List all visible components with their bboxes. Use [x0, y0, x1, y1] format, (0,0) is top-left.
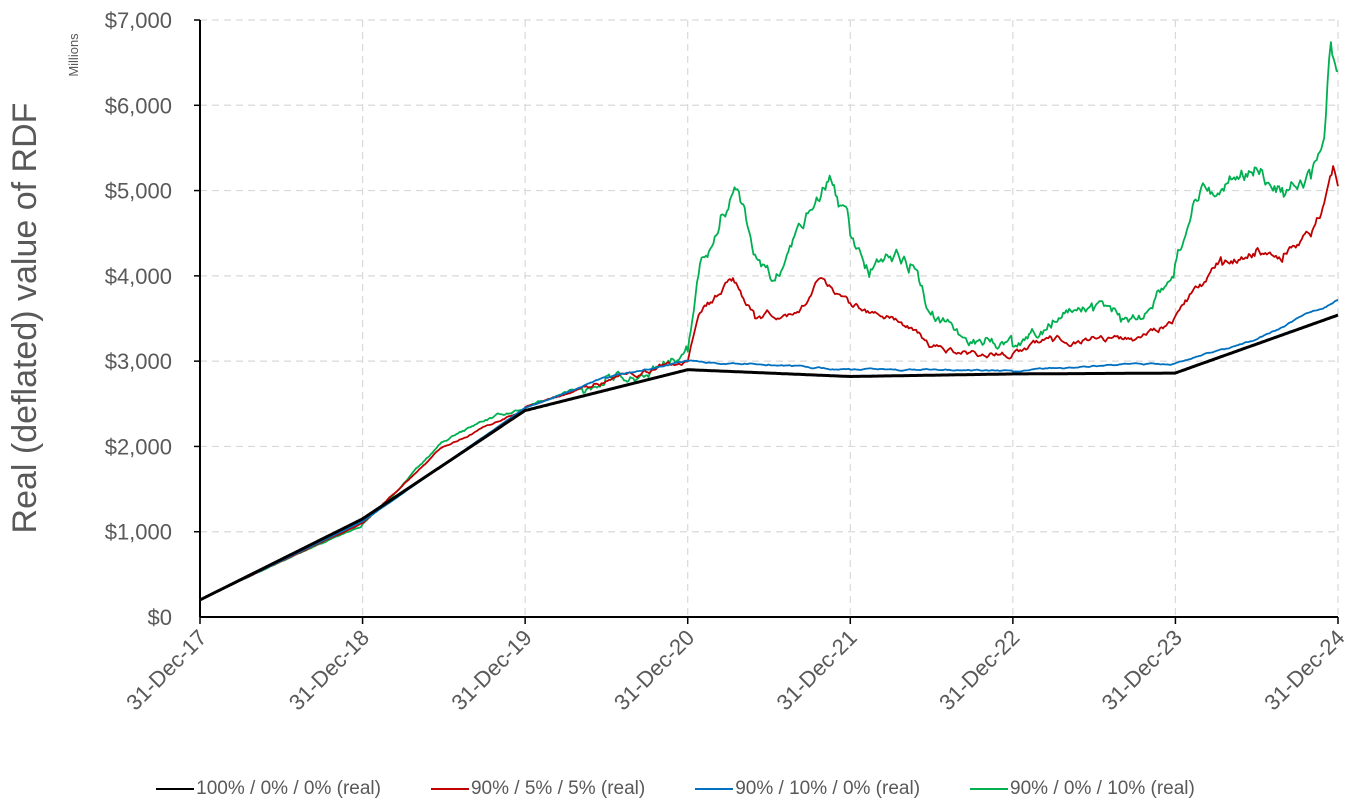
legend-swatch	[695, 788, 734, 790]
legend-item: 90% / 0% / 10% (real)	[970, 774, 1195, 804]
x-tick-labels: 31-Dec-17 31-Dec-18 31-Dec-19 31-Dec-20 31-D…	[121, 625, 1349, 715]
legend-label: 100% / 0% / 0% (real)	[196, 778, 381, 799]
x-tick-label: 31-Dec-23	[1097, 625, 1187, 715]
chart-legend: 100% / 0% / 0% (real) 90% / 5% / 5% (real…	[0, 774, 1351, 804]
series-line-0	[199, 313, 1339, 602]
series-line-2	[199, 298, 1339, 601]
y-tick-label: $4,000	[105, 264, 172, 289]
x-tick-label: 31-Dec-21	[772, 625, 862, 715]
legend-item: 90% / 5% / 5% (real)	[430, 774, 646, 804]
legend-swatch	[430, 788, 469, 790]
x-tick-label: 31-Dec-20	[609, 625, 699, 715]
y-tick-labels: $0 $1,000 $2,000 $3,000 $4,000 $5,000 $6,000 $7…	[105, 8, 172, 630]
legend-label: 90% / 0% / 10% (real)	[1010, 778, 1195, 799]
legend-item: 90% / 10% / 0% (real)	[695, 774, 920, 804]
x-tick-label: 31-Dec-18	[284, 625, 374, 715]
y-axis-label: Real (deflated) value of RDF	[6, 103, 44, 534]
x-tick-label: 31-Dec-22	[934, 625, 1024, 715]
y-tick-label: $6,000	[105, 93, 172, 118]
series-lines	[199, 41, 1339, 602]
axes	[194, 19, 1339, 624]
y-tick-label: $0	[148, 605, 172, 630]
legend-item: 100% / 0% / 0% (real)	[156, 774, 381, 804]
y-tick-label: $7,000	[105, 8, 172, 33]
y-tick-label: $5,000	[105, 179, 172, 204]
y-tick-label: $2,000	[105, 434, 172, 459]
x-tick-label: 31-Dec-17	[121, 625, 211, 715]
x-tick-label: 31-Dec-19	[446, 625, 536, 715]
y-tick-label: $1,000	[105, 520, 172, 545]
legend-swatch	[156, 788, 195, 790]
grid-lines	[200, 19, 1339, 617]
legend-label: 90% / 5% / 5% (real)	[470, 778, 646, 799]
y-units-label: Millions	[66, 33, 81, 77]
x-tick-label: 31-Dec-24	[1259, 625, 1349, 715]
y-tick-label: $3,000	[105, 349, 172, 374]
series-line-1	[199, 165, 1339, 601]
legend-swatch	[970, 788, 1009, 790]
legend-label: 90% / 10% / 0% (real)	[735, 778, 921, 799]
